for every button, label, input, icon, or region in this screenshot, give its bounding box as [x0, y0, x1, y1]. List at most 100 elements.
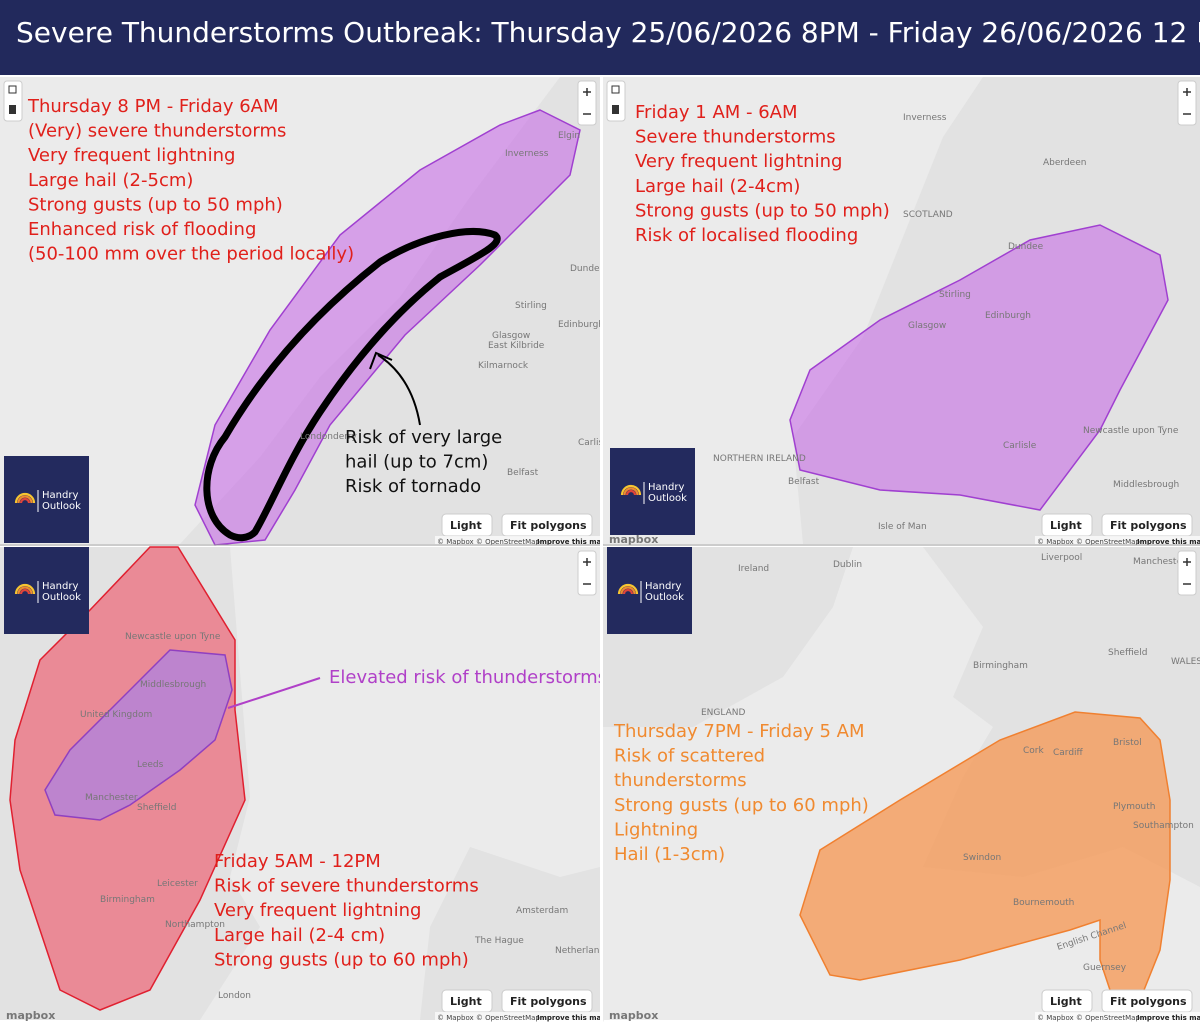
risk-polygon[interactable] — [789, 224, 1169, 511]
zoom-in[interactable] — [583, 558, 591, 566]
style-button-label[interactable]: Light — [450, 995, 482, 1008]
logo-text: Handry — [42, 490, 78, 501]
place-label: Dundee — [570, 264, 606, 274]
place-label: Aberdeen — [1043, 158, 1086, 168]
place-label: Liverpool — [1041, 553, 1082, 563]
zoom-controls[interactable] — [577, 80, 597, 126]
attribution[interactable]: © Mapbox © OpenStreetMap — [437, 538, 540, 546]
zoom-in[interactable] — [1183, 558, 1191, 566]
place-label: NORTHERN IRELAND — [713, 454, 806, 464]
zoom-controls[interactable] — [577, 550, 597, 596]
attribution[interactable]: © Mapbox © OpenStreetMap — [437, 1014, 540, 1022]
logo-icon — [617, 583, 639, 595]
annotation-text: Risk of scattered — [614, 746, 765, 767]
zoom-in[interactable] — [583, 88, 591, 96]
risk-polygon[interactable] — [799, 711, 1171, 1001]
improve-link[interactable]: Improve this map — [1137, 1014, 1200, 1022]
place-label: Stirling — [515, 301, 547, 311]
annotation-text: Very frequent lightning — [635, 151, 842, 172]
logo-text: Handry — [648, 482, 684, 493]
place-label: Sheffield — [137, 803, 176, 813]
polygon-tool[interactable] — [8, 85, 17, 94]
annotation-text: (50-100 mm over the period locally) — [28, 244, 354, 265]
logo-text: Handry — [645, 581, 681, 592]
logo-icon — [17, 495, 33, 504]
place-label: Londonderry — [300, 432, 357, 442]
logo-icon — [14, 492, 36, 504]
place-label: Newcastle upon Tyne — [1083, 426, 1179, 436]
place-label: Kilmarnock — [478, 361, 529, 371]
annotation-text: (Very) severe thunderstorms — [28, 121, 286, 142]
fit-button-label[interactable]: Fit polygons — [510, 519, 587, 532]
draw-tools[interactable] — [606, 80, 626, 122]
place-label: Edinburgh — [558, 320, 604, 330]
place-label: Glasgow — [908, 321, 946, 331]
polygon-tool[interactable] — [611, 85, 620, 94]
place-label: Southampton — [1133, 821, 1194, 831]
map-panel[interactable]: Dublin Ireland Liverpool Manchester Sheffiel… — [603, 547, 1200, 1022]
zoom-in[interactable] — [1183, 88, 1191, 96]
logo-text: Handry — [42, 581, 78, 592]
annotation-text: Thursday 8 PM - Friday 6AM — [27, 96, 279, 117]
mapbox-logo[interactable]: mapbox — [609, 533, 658, 546]
place-label: United Kingdom — [80, 710, 152, 720]
place-label: Ireland — [738, 564, 769, 574]
annotation-text: Strong gusts (up to 60 mph) — [614, 795, 869, 816]
annotation-text: Strong gusts (up to 50 mph) — [28, 194, 283, 215]
mapbox-logo[interactable]: mapbox — [6, 1009, 55, 1022]
risk-polygon[interactable] — [44, 649, 233, 821]
map-panel[interactable]: Inverness Aberdeen SCOTLAND Dundee Stirling E… — [603, 77, 1200, 546]
annotation-text: Lightning — [614, 819, 698, 840]
place-label: ENGLAND — [701, 708, 746, 718]
place-label: Cork — [1023, 746, 1044, 756]
place-label: Stirling — [939, 290, 971, 300]
fit-button-label[interactable]: Fit polygons — [1110, 995, 1187, 1008]
annotation-text: Large hail (2-4 cm) — [214, 925, 385, 946]
style-button-label[interactable]: Light — [1050, 995, 1082, 1008]
trash-tool[interactable] — [612, 105, 619, 114]
annotation-text: Friday 5AM - 12PM — [214, 851, 381, 872]
place-label: Manchester — [85, 793, 138, 803]
annotation-text: Very frequent lightning — [214, 900, 421, 921]
place-label: Bournemouth — [1013, 898, 1074, 908]
logo-icon — [623, 487, 639, 496]
logo-icon — [14, 583, 36, 595]
place-label: Sheffield — [1108, 648, 1147, 658]
place-label: Birmingham — [973, 661, 1028, 671]
zoom-controls[interactable] — [1177, 80, 1197, 126]
trash-tool[interactable] — [9, 105, 16, 114]
attribution[interactable]: © Mapbox © OpenStreetMap — [1037, 1014, 1140, 1022]
header-bar — [0, 0, 1200, 75]
mapbox-logo[interactable]: mapbox — [609, 1009, 658, 1022]
place-label: Edinburgh — [985, 311, 1031, 321]
style-button-label[interactable]: Light — [1050, 519, 1082, 532]
place-label: Manchester — [1133, 557, 1186, 567]
zoom-controls[interactable] — [1177, 550, 1197, 596]
improve-link[interactable]: Improve this map — [537, 538, 606, 546]
improve-link[interactable]: Improve this map — [1137, 538, 1200, 546]
logo-text: Outlook — [42, 592, 81, 603]
annotation-text: Thursday 7PM - Friday 5 AM — [613, 721, 865, 742]
annotation-text: Enhanced risk of flooding — [28, 219, 256, 240]
place-label: Dundee — [1008, 242, 1044, 252]
annotation-text: thunderstorms — [614, 770, 747, 791]
land — [420, 847, 600, 1020]
logo-text: Outlook — [648, 493, 687, 504]
draw-tools[interactable] — [3, 80, 23, 122]
logo-icon — [620, 484, 642, 496]
attribution[interactable]: © Mapbox © OpenStreetMap — [1037, 538, 1140, 546]
place-label: Carlisle — [1003, 441, 1037, 451]
map-panel[interactable]: Elgin Inverness Dundee Stirling Edinburgh Gla… — [0, 77, 612, 546]
improve-link[interactable]: Improve this map — [537, 1014, 606, 1022]
attribution-bg — [435, 536, 600, 546]
fit-button-label[interactable]: Fit polygons — [510, 995, 587, 1008]
annotation-text: Large hail (2-5cm) — [28, 170, 193, 191]
map-panel[interactable]: Newcastle upon Tyne Middlesbrough United K… — [0, 546, 610, 1022]
place-label: Belfast — [788, 477, 820, 487]
fit-button-label[interactable]: Fit polygons — [1110, 519, 1187, 532]
annotation-text: Very frequent lightning — [28, 145, 235, 166]
attribution-bg — [1035, 536, 1200, 546]
style-button-label[interactable]: Light — [450, 519, 482, 532]
annotation-text: Severe thunderstorms — [635, 127, 836, 148]
